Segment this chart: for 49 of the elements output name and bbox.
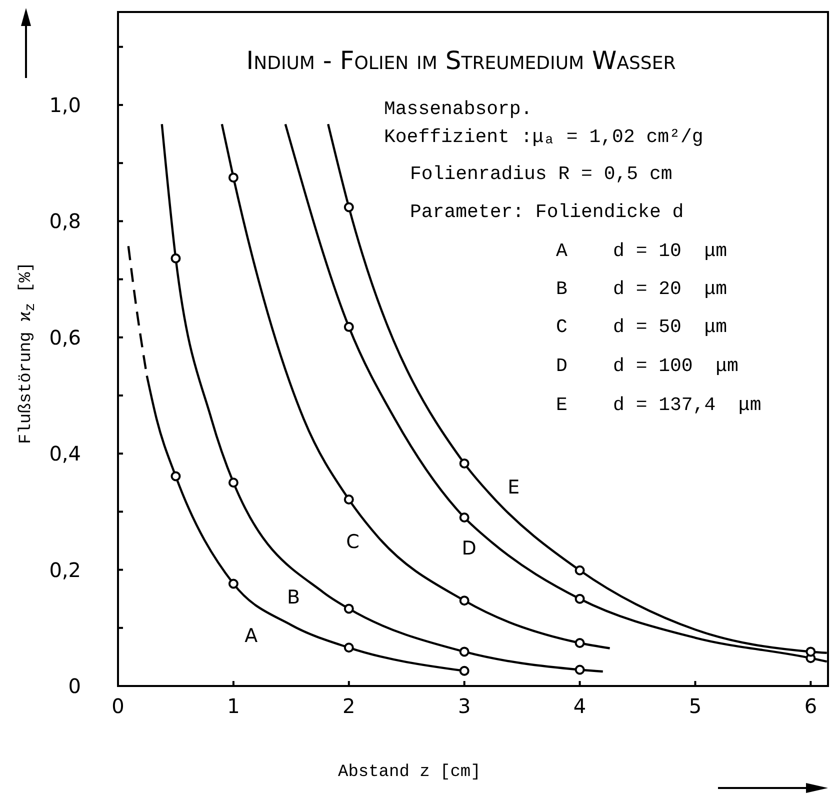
annotation: A d = 10 μm [556,240,728,262]
point [806,646,816,657]
x-tick-label: 4 [573,694,586,718]
annotation: D d = 100 μm [556,355,738,377]
x-tick-label: 5 [688,694,702,718]
annotation: C d = 50 μm [556,316,728,338]
annotation: Parameter: Foliendicke d [410,201,684,223]
y-tick-label: 1,0 [49,92,81,117]
point [344,322,354,332]
annotation: Massenabsorp. [384,98,532,120]
point [459,646,470,657]
point [344,202,354,212]
point [574,565,585,576]
x-tick-label: 3 [458,694,471,718]
point [574,664,585,675]
point [170,471,181,482]
point [459,458,470,468]
x-tick-label: 1 [227,694,240,718]
point [574,638,585,648]
point [228,172,238,183]
y-tick-label: 0 [68,674,81,698]
point [344,604,354,614]
annotation: Folienradius R = 0,5 cm [410,163,672,185]
point [459,596,470,606]
point [228,578,238,589]
x-tick-label: 2 [342,694,356,718]
annotation: B [286,586,300,609]
annotation: A [244,625,258,648]
point [170,253,181,264]
annotation: E d = 137,4 μm [556,394,762,416]
point [344,642,354,653]
point [459,512,470,522]
point [228,478,238,488]
y-tick-label: 0,8 [49,209,81,234]
y-tick-label: 0,2 [49,558,81,582]
annotation: C [346,530,360,553]
annotation: E [508,476,520,499]
point [574,594,585,604]
y-tick-label: 0,6 [49,325,81,350]
text: Indium - Folien im Streumedium Wasser [245,46,677,75]
annotation: D [462,538,476,560]
annotation: Koeffizient :μₐ = 1,02 cm²/g [384,126,704,148]
x-axis-title: Abstand z [cm] [338,763,481,782]
annotation: B d = 20 μm [556,278,728,300]
y-tick-label: 0,4 [49,442,81,466]
x-tick-label: 6 [804,694,818,718]
point [459,666,470,676]
point [344,494,354,504]
x-tick-label: 0 [112,694,124,718]
